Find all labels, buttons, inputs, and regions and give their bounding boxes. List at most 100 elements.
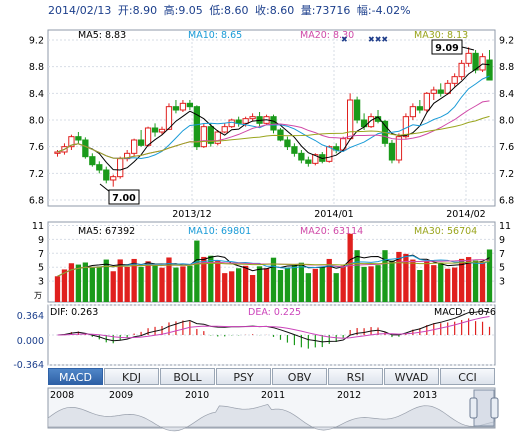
volume-ma-legend: MA5: 67392 MA10: 69801 MA20: 63114 MA30:… (78, 226, 477, 237)
quote-change: 幅:-4.02% (357, 4, 411, 17)
volume-bar (472, 260, 479, 302)
tab-kdj[interactable]: KDJ (104, 368, 159, 385)
dif-line (57, 310, 490, 343)
volume-bar (424, 261, 430, 302)
tab-psy[interactable]: PSY (216, 368, 271, 385)
timeline-years: 2008 2009 2010 2011 2012 2013 (50, 390, 437, 401)
vol-tick-right: 7 (499, 249, 505, 260)
price-tick-right: 6.8 (499, 196, 514, 207)
price-ma5-label: MA5: 8.83 (78, 30, 126, 41)
candle (207, 126, 214, 144)
candle (137, 139, 145, 146)
volume-bar (187, 265, 193, 302)
volume-bar (368, 266, 374, 302)
candle (291, 146, 298, 154)
quote-date: 2014/02/13 (48, 4, 111, 17)
volume-bar (410, 259, 416, 302)
quote-close: 收:8.60 (255, 3, 294, 17)
event-marker-icon[interactable]: ✖✖✖ (368, 35, 388, 44)
price-y-axis-right: 9.2 8.8 8.4 8.0 7.6 7.2 6.8 (499, 36, 514, 207)
quote-open: 开:8.90 (118, 4, 157, 17)
price-tick-left: 8.4 (29, 89, 44, 100)
macd-panel: DIF: 0.263 DEA: 0.225 MACD: 0.076 0.364 … (13, 304, 496, 371)
volume-bar (194, 240, 200, 302)
volume-bar (445, 268, 451, 302)
low-annotation-box (108, 189, 140, 205)
volume-bar (479, 262, 486, 302)
volume-ma-line (57, 255, 490, 277)
vol-ma5-label: MA5: 67392 (78, 226, 135, 237)
volume-bar (117, 259, 123, 302)
price-tick-left: 9.2 (29, 36, 44, 47)
volume-bar (96, 266, 102, 302)
volume-bar (486, 249, 493, 302)
price-tick-right: 8.4 (499, 89, 514, 100)
volume-bar (438, 262, 444, 302)
high-annotation-label: 9.09 (435, 43, 458, 54)
candle (312, 154, 319, 164)
tab-macd[interactable]: MACD (48, 368, 103, 385)
volume-ma-line (57, 261, 490, 277)
candle (158, 128, 166, 133)
volume-bar (236, 268, 242, 302)
low-annotation-pointer (99, 183, 111, 193)
price-tick-right: 7.6 (499, 142, 514, 153)
tab-obv[interactable]: OBV (272, 368, 327, 385)
vol-ma30-label: MA30: 56704 (414, 226, 477, 237)
volume-bar (361, 266, 367, 302)
tab-wvad[interactable]: WVAD (384, 368, 439, 385)
candle (451, 76, 458, 84)
vol-tick-left: 9 (38, 235, 44, 246)
volume-bar (229, 271, 235, 302)
timeline-year: 2010 (185, 390, 209, 401)
volume-bar (242, 265, 249, 302)
price-ma-legend: MA5: 8.83 MA10: 8.65 MA20: 8.30 MA30: 8.… (78, 30, 468, 41)
tab-rsi[interactable]: RSI (328, 368, 383, 385)
dea-label: DEA: 0.225 (248, 307, 301, 318)
timeline-navigator[interactable]: 2008 2009 2010 2011 2012 2013 (47, 387, 499, 432)
volume-bar (326, 258, 332, 302)
volume-bar (277, 270, 284, 302)
macd-tick-left: 0.364 (17, 311, 44, 322)
event-markers: ✖ ✖✖✖ (341, 35, 388, 44)
candle (472, 52, 479, 71)
candle (186, 102, 194, 108)
candle (165, 106, 173, 130)
candle (242, 118, 249, 124)
price-tick-right: 9.2 (499, 36, 514, 47)
price-tick-right: 7.2 (499, 169, 514, 180)
candle (75, 136, 82, 141)
volume-bars (54, 233, 493, 302)
timeline-overview-area (47, 403, 496, 432)
volume-bar (75, 264, 82, 302)
quote-summary: 2014/02/13 开:8.90 高:9.05 低:8.60 收:8.60 量… (48, 3, 411, 17)
timeline-year: 2009 (109, 390, 133, 401)
volume-bar (138, 266, 144, 302)
candle (430, 89, 437, 94)
volume-bar (152, 265, 158, 302)
candle (172, 106, 180, 111)
candle (193, 106, 200, 148)
price-tick-right: 8.0 (499, 116, 514, 127)
volume-bar (54, 276, 61, 302)
candle (270, 116, 277, 131)
timeline-year: 2013 (413, 390, 437, 401)
candle (82, 139, 89, 158)
dea-line (57, 316, 490, 339)
volume-bar (291, 265, 298, 302)
candle (68, 136, 75, 148)
timeline-right-handle[interactable] (490, 397, 499, 419)
volume-bar (354, 250, 360, 302)
candle (284, 139, 291, 148)
volume-bar (256, 266, 263, 302)
candle (96, 164, 103, 171)
candle (235, 119, 242, 124)
vol-ma10-label: MA10: 69801 (188, 226, 251, 237)
dif-label: DIF: 0.263 (50, 307, 98, 318)
event-marker-icon[interactable]: ✖ (341, 35, 348, 44)
vol-tick-left: 5 (38, 263, 44, 274)
tab-boll[interactable]: BOLL (160, 368, 215, 385)
tab-cci[interactable]: CCI (440, 368, 495, 385)
quote-volume: 量:73716 (301, 4, 351, 17)
timeline-left-handle[interactable] (469, 397, 478, 419)
